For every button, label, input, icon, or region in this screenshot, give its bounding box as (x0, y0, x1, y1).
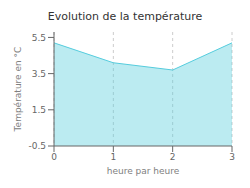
svg-text:Température en °C: Température en °C (13, 47, 23, 133)
svg-text:1.5: 1.5 (32, 105, 46, 115)
svg-text:5.5: 5.5 (32, 33, 46, 43)
svg-text:-0.5: -0.5 (28, 141, 46, 151)
svg-text:0: 0 (51, 152, 57, 162)
svg-text:2: 2 (170, 152, 176, 162)
svg-text:3.5: 3.5 (32, 69, 46, 79)
svg-text:3: 3 (229, 152, 235, 162)
svg-text:1: 1 (110, 152, 116, 162)
html-text:Evolution de la température: Evolution de la température (47, 10, 203, 23)
svg-text:heure par heure: heure par heure (107, 166, 180, 176)
